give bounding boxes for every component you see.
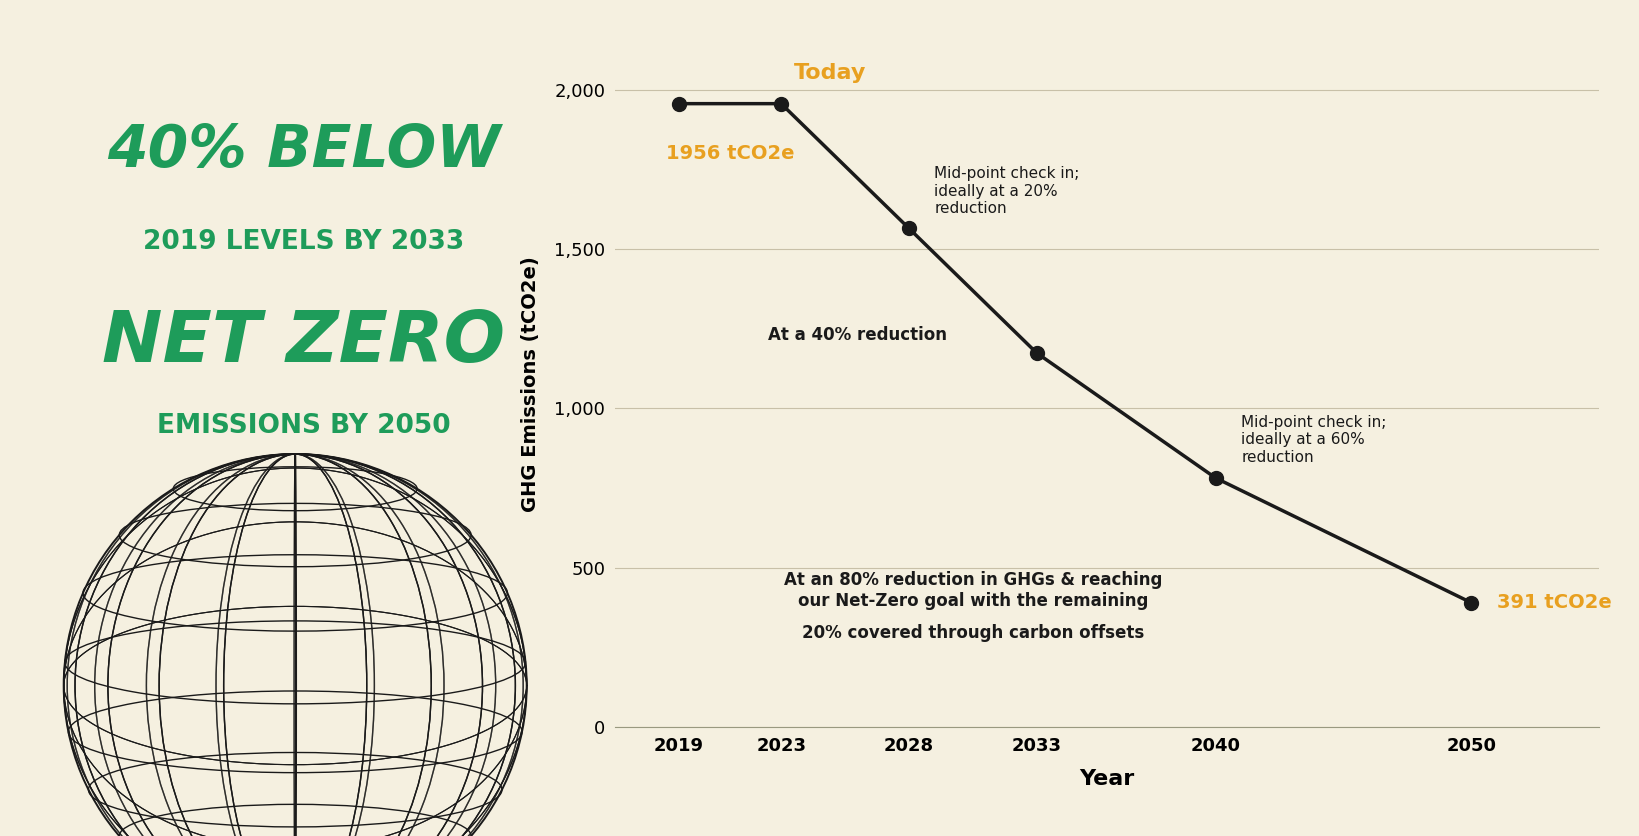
Point	[665, 97, 692, 110]
Text: 2019 LEVELS BY 2033: 2019 LEVELS BY 2033	[143, 229, 464, 256]
Text: 40% BELOW: 40% BELOW	[107, 122, 500, 179]
Y-axis label: GHG Emissions (tCO2e): GHG Emissions (tCO2e)	[521, 257, 539, 512]
Text: Mid-point check in;
ideally at a 60%
reduction: Mid-point check in; ideally at a 60% red…	[1241, 415, 1385, 465]
Point	[1457, 596, 1483, 609]
Text: Mid-point check in;
ideally at a 20%
reduction: Mid-point check in; ideally at a 20% red…	[934, 166, 1078, 216]
Point	[1023, 346, 1049, 359]
Text: 391 tCO2e: 391 tCO2e	[1496, 594, 1611, 612]
Point	[767, 97, 793, 110]
Text: 20% covered through carbon offsets: 20% covered through carbon offsets	[801, 624, 1144, 642]
Text: 1956 tCO2e: 1956 tCO2e	[665, 144, 795, 163]
Point	[1201, 472, 1228, 485]
Point	[895, 222, 921, 235]
Text: EMISSIONS BY 2050: EMISSIONS BY 2050	[156, 413, 451, 440]
Text: At a 40% reduction: At a 40% reduction	[769, 326, 947, 344]
Text: At an 80% reduction in GHGs & reaching
our Net-Zero goal with the remaining: At an 80% reduction in GHGs & reaching o…	[783, 571, 1162, 609]
Text: NET ZERO: NET ZERO	[102, 308, 505, 377]
Text: Today: Today	[793, 64, 865, 84]
X-axis label: Year: Year	[1078, 769, 1134, 789]
